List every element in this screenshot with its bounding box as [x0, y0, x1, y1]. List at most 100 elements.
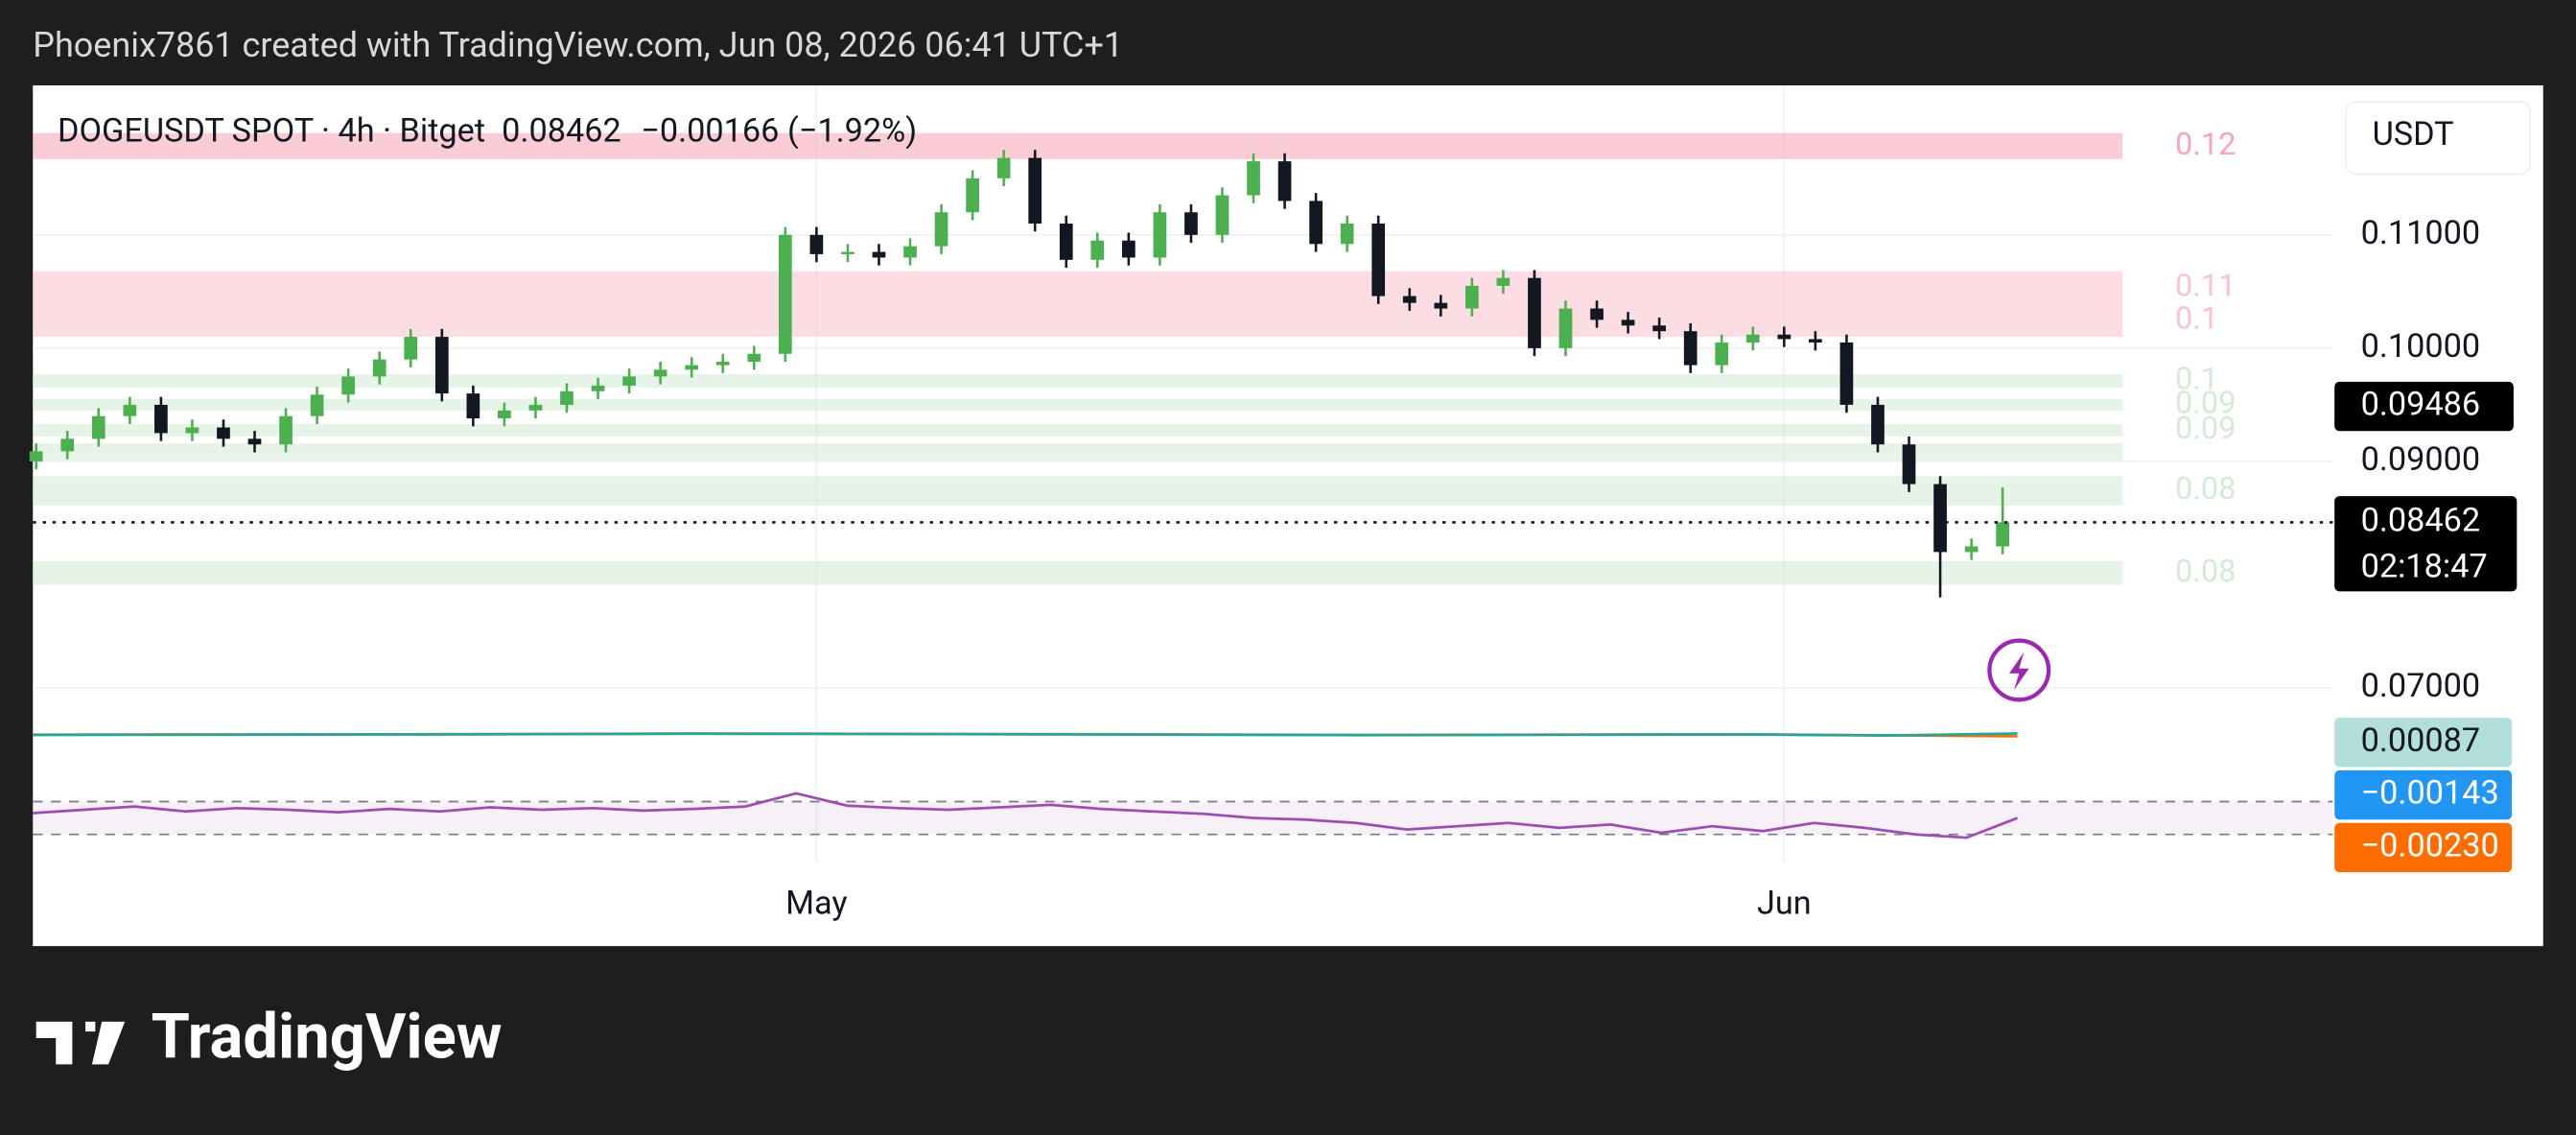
candle-body [310, 394, 324, 416]
zone [33, 560, 2123, 585]
indicator-label: −0.00143 [2361, 774, 2499, 813]
logo-text: TradingView [152, 1001, 503, 1074]
zone-label: 0.1 [2175, 300, 2218, 337]
candle-body [778, 234, 792, 354]
x-tick-label: Jun [1757, 884, 1812, 922]
candle-body [685, 365, 699, 370]
zone-label: 0.11 [2175, 267, 2236, 303]
candle-body [1528, 277, 1541, 348]
candle-body [747, 353, 761, 363]
candle-body [1621, 319, 1635, 326]
candle-body [1683, 331, 1698, 366]
candle-body [1715, 342, 1729, 366]
symbol: DOGEUSDT SPOT · 4h · Bitget [58, 112, 485, 151]
zone [33, 271, 2123, 304]
currency-box[interactable] [2345, 101, 2531, 176]
candle-body [1809, 339, 1822, 343]
logo: TradingView [35, 1001, 503, 1074]
zone [33, 399, 2123, 411]
indicator-label: 0.00087 [2361, 721, 2481, 760]
candle-body [1839, 342, 1854, 405]
candle-body [1933, 484, 1947, 553]
candle-body [809, 234, 824, 254]
candle-body [29, 451, 43, 461]
candle-body [1902, 444, 1916, 485]
candle-body [1277, 161, 1292, 201]
last-price: 0.08462 [502, 112, 621, 151]
candle-body [341, 376, 356, 395]
marker-box [2334, 381, 2514, 432]
y-tick-label: 0.11000 [2361, 214, 2481, 252]
zone [33, 374, 2123, 389]
candle-body [1745, 334, 1760, 343]
y-tick-label: 0.07000 [2361, 667, 2481, 705]
zone [33, 423, 2123, 437]
candle-body [903, 246, 917, 258]
candle-body [279, 415, 293, 445]
zone-label: 0.1 [2175, 361, 2218, 397]
candle-body [1371, 224, 1386, 296]
candle-body [841, 251, 855, 254]
candle-body [1309, 201, 1323, 245]
candle-body [1590, 308, 1604, 320]
candle-body [498, 410, 511, 419]
candle-body [1871, 404, 1885, 445]
indicator-line [33, 792, 2019, 839]
candle-body [1652, 325, 1666, 332]
candle-body [966, 177, 979, 213]
change-pct: (−1.92%) [787, 112, 917, 151]
zone-label: 0.12 [2175, 126, 2236, 162]
zone-label: 0.08 [2175, 553, 2236, 589]
candle-body [715, 362, 730, 366]
band-fill [33, 801, 2333, 835]
y-tick-label: 0.09000 [2361, 440, 2481, 479]
header: Phoenix7861 created with TradingView.com… [33, 25, 1123, 65]
indicator-label: −0.00230 [2361, 826, 2499, 864]
candle-body [91, 415, 105, 439]
y-tick-label: 0.10000 [2361, 327, 2481, 366]
candle-body [466, 393, 480, 419]
candle-body [1964, 546, 1979, 553]
currency: USDT [2373, 115, 2454, 154]
candle-body [528, 404, 543, 411]
alert-icon[interactable] [1987, 638, 2051, 702]
alert-bolt [2009, 651, 2029, 691]
last-price-label: 0.08462 [2361, 502, 2481, 540]
zone [33, 443, 2123, 461]
candle-body [404, 337, 418, 360]
candle-body [1247, 161, 1260, 196]
candle-body [1777, 334, 1791, 340]
candle-body [1184, 212, 1198, 235]
candle-body [1059, 224, 1073, 260]
countdown: 02:18:47 [2361, 547, 2488, 585]
indicator-line [33, 732, 2018, 738]
candle-body [123, 404, 137, 416]
candle-body [1215, 195, 1229, 235]
candle-body [591, 385, 605, 391]
legend: DOGEUSDT SPOT · 4h · Bitget 0.08462 −0.001… [58, 112, 917, 151]
indicator-label-box [2334, 769, 2513, 820]
candle-body [1340, 224, 1354, 245]
indicator-label-box [2334, 718, 2513, 768]
candle-body [154, 404, 168, 434]
candle-body [1402, 296, 1417, 303]
candle-body [217, 427, 230, 439]
candle-body [1121, 240, 1136, 258]
candle-body [996, 157, 1011, 178]
marker-label: 0.09486 [2361, 386, 2481, 424]
zone-label: 0.09 [2175, 385, 2236, 421]
candle-body [1028, 157, 1042, 225]
candle-body [872, 251, 886, 258]
candle-body [653, 369, 667, 377]
candle-body [1996, 522, 2010, 547]
candle-body [185, 427, 199, 434]
candle-body [560, 390, 574, 405]
logo-icon [35, 1021, 126, 1065]
candle-body [247, 438, 262, 445]
last-price-box [2334, 496, 2517, 592]
chart-area [33, 85, 2543, 947]
indicator-label-box [2334, 822, 2513, 873]
candle-body [1496, 277, 1510, 286]
x-tick-label: May [785, 884, 848, 922]
